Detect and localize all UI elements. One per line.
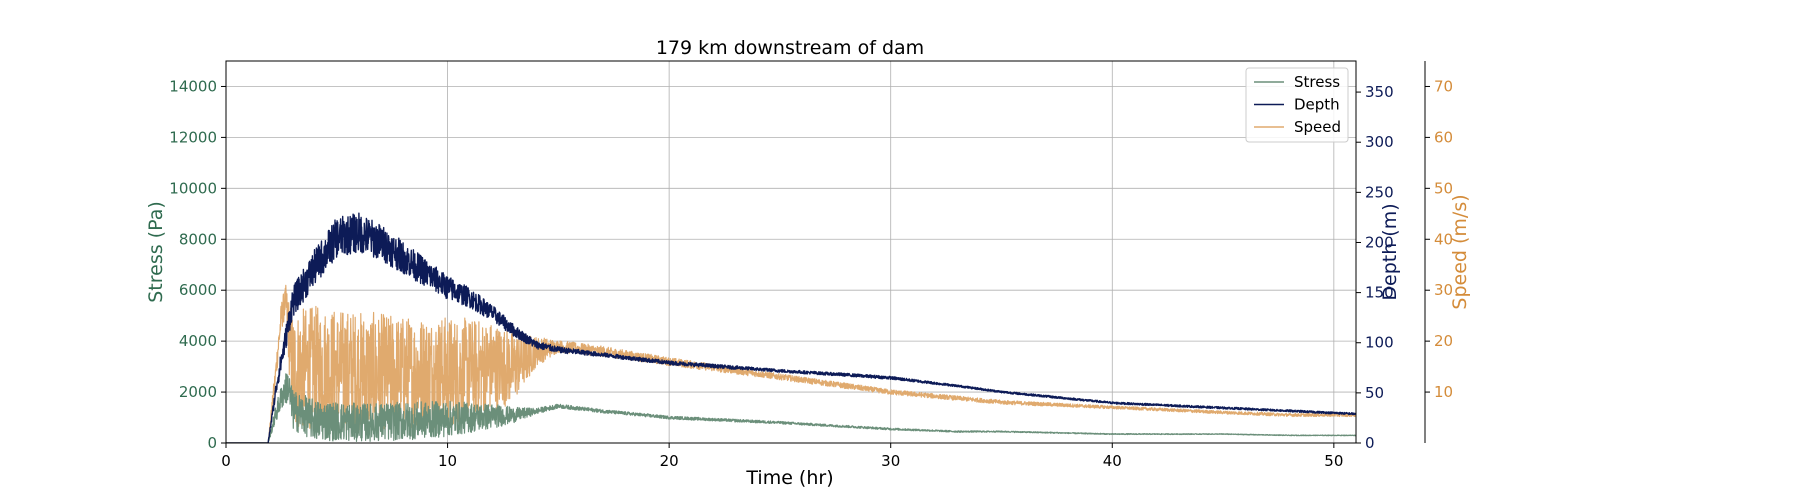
series-line-stress [226,373,1356,443]
stress-axis-label: Stress (Pa) [145,201,167,303]
axes-layer: 0 10 20 30 40 5002000400060008000100001200014… [145,60,1471,470]
stress-tick-label: 4000 [179,332,217,350]
speed-tick-label: 50 [1434,179,1453,197]
depth-axis-label: Depth (m) [1379,203,1401,300]
depth-tick-label: 250 [1365,183,1394,201]
stress-tick-label: 2000 [179,383,217,401]
stress-tick-label: 12000 [169,128,217,146]
speed-tick-label: 40 [1434,230,1453,248]
legend-label-depth: Depth [1294,96,1340,114]
depth-tick-label: 100 [1365,334,1394,352]
speed-tick-label: 30 [1434,281,1453,299]
speed-tick-label: 60 [1434,128,1453,146]
chart-title: 179 km downstream of dam [656,37,924,59]
x-tick-label: 50 [1324,452,1343,470]
legend-label-speed: Speed [1294,118,1341,136]
x-tick-label: 40 [1103,452,1122,470]
depth-tick-label: 50 [1365,384,1384,402]
x-tick-label: 0 [221,452,231,470]
x-tick-label: 10 [438,452,457,470]
x-tick-label: 20 [660,452,679,470]
legend-box [1245,67,1349,143]
plot-frame [225,60,1357,444]
stress-tick-label: 8000 [179,230,217,248]
stress-tick-label: 0 [207,434,217,452]
speed-axis-label: Speed (m/s) [1449,194,1471,309]
stress-tick-label: 6000 [179,281,217,299]
series-layer [226,212,1356,443]
depth-tick-label: 350 [1365,83,1394,101]
speed-tick-label: 10 [1434,383,1453,401]
speed-tick-label: 20 [1434,332,1453,350]
depth-tick-label: 150 [1365,284,1394,302]
x-tick-label: 30 [881,452,900,470]
series-line-depth [226,212,1356,443]
stress-tick-label: 10000 [169,179,217,197]
depth-tick-label: 200 [1365,233,1394,251]
depth-tick-label: 300 [1365,133,1394,151]
depth-tick-label: 0 [1365,434,1375,452]
stress-tick-label: 14000 [169,77,217,95]
legend: Stress Depth Speed [1245,67,1349,143]
series-line-speed [226,284,1356,443]
legend-label-stress: Stress [1294,73,1340,91]
x-axis-label: Time (hr) [745,467,833,489]
speed-tick-label: 70 [1434,77,1453,95]
